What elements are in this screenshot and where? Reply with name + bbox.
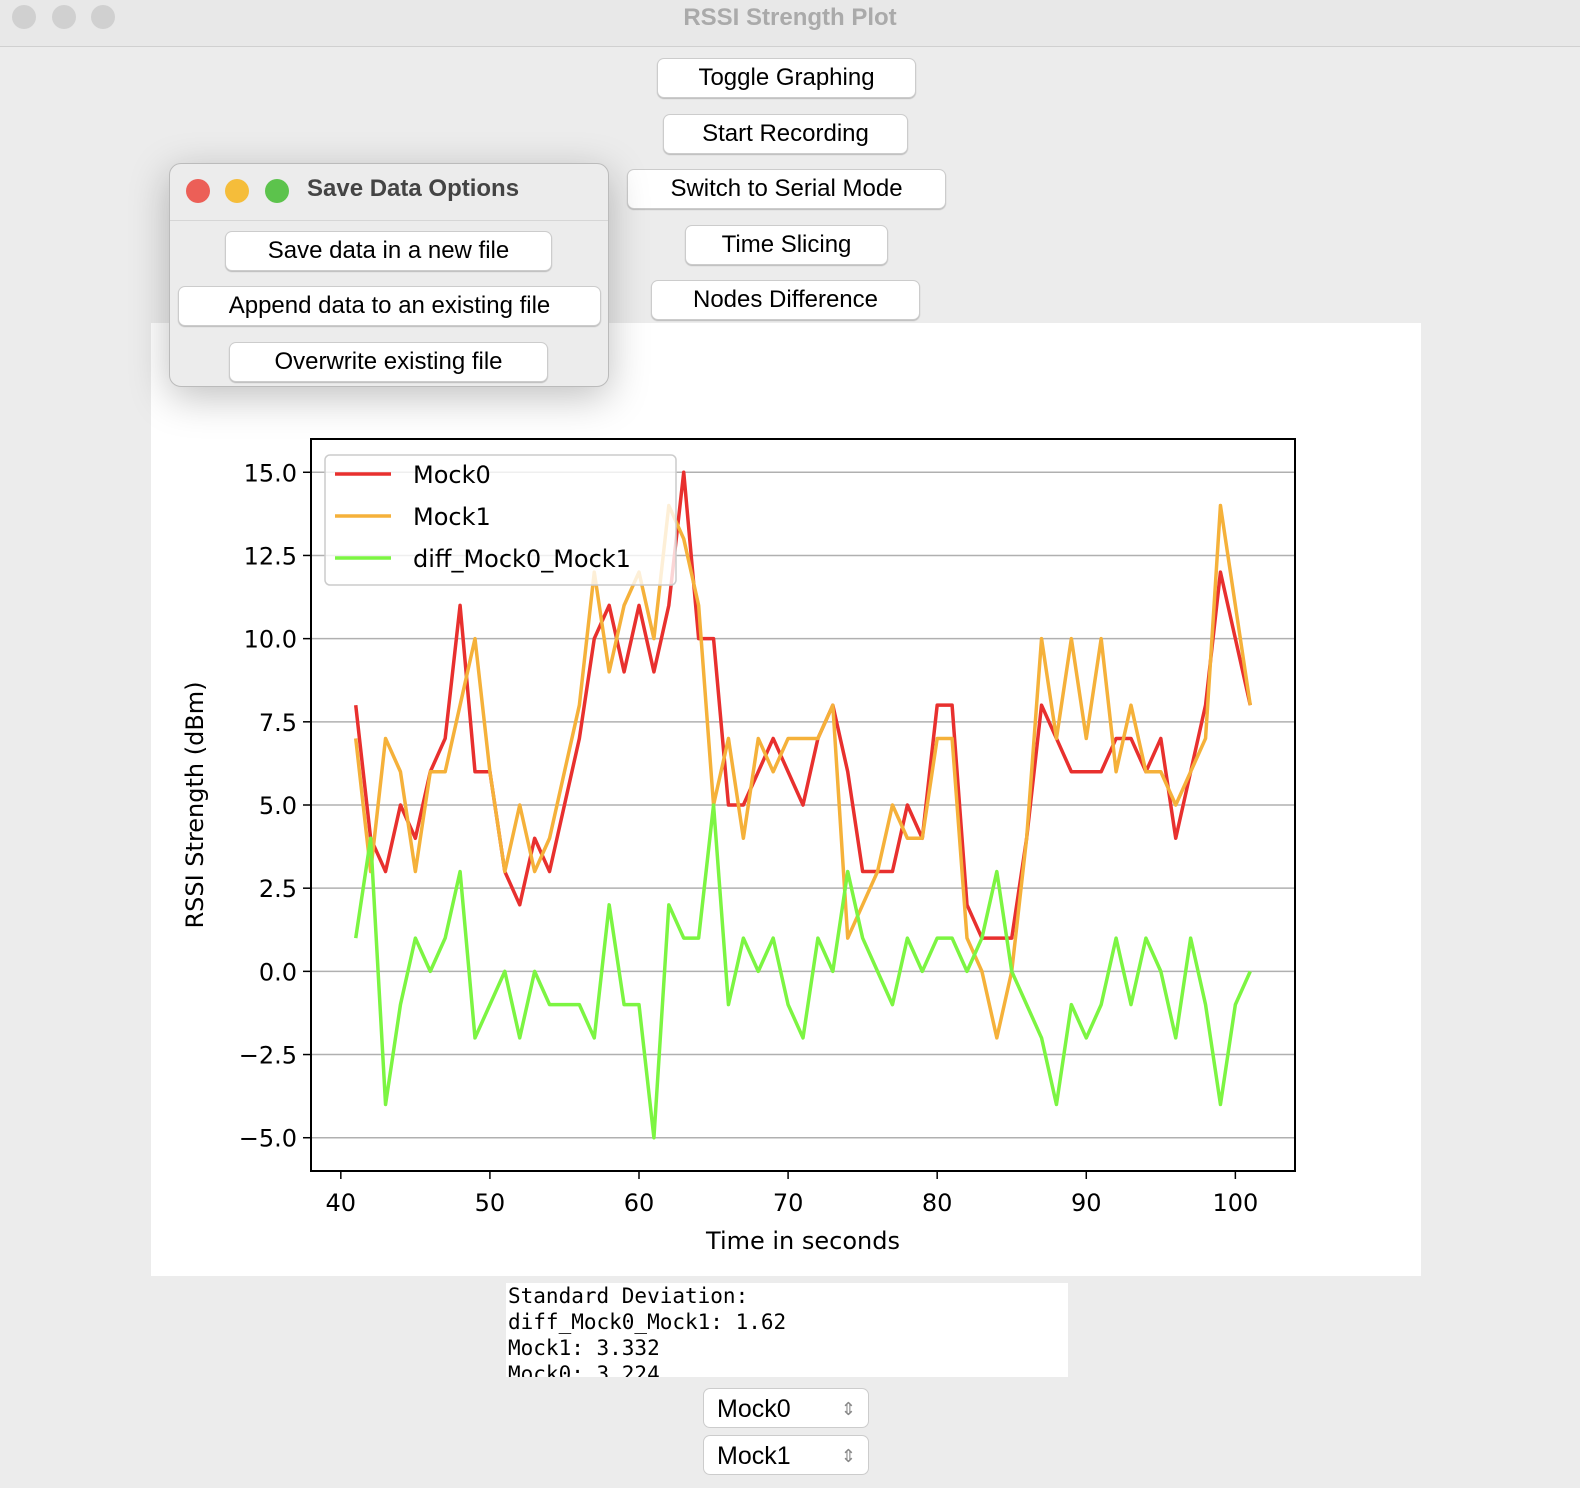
button[interactable]: Save data in a new file [225,231,552,271]
button[interactable]: Switch to Serial Mode [627,169,946,209]
x-tick-label: 80 [922,1189,953,1217]
stats-line: Mock0: 3.224 [508,1362,660,1377]
legend-label: diff_Mock0_Mock1 [413,545,631,573]
legend-label: Mock0 [413,461,491,489]
y-tick-label: −5.0 [239,1125,297,1153]
stats-line: Standard Deviation: [508,1284,749,1308]
node-select[interactable]: Mock1 ⇕ [703,1435,869,1475]
zoom-button[interactable] [265,179,289,203]
y-tick-label: 2.5 [259,875,297,903]
select-value: Mock0 [717,1395,791,1423]
x-tick-label: 50 [475,1189,506,1217]
legend-label: Mock1 [413,503,491,531]
minimize-button[interactable] [225,179,249,203]
title-bar: RSSI Strength Plot [0,0,1580,47]
y-tick-label: 7.5 [259,709,297,737]
button[interactable]: Nodes Difference [651,280,920,320]
stats-box: Standard Deviation: diff_Mock0_Mock1: 1.6… [506,1283,1068,1377]
chart: −5.0 −2.5 0.0 2.5 5.0 7.5 10.0 12.5 15.0 40 50 60 70… [151,323,1421,1276]
zoom-button[interactable] [91,5,115,29]
button[interactable]: Time Slicing [685,225,888,265]
x-tick-label: 90 [1071,1189,1102,1217]
stats-line: diff_Mock0_Mock1: 1.62 [508,1310,787,1334]
y-axis-label: RSSI Strength (dBm) [181,681,209,928]
legend-box [324,454,677,586]
y-tick-label: 12.5 [244,542,297,570]
line-series [353,503,1253,1040]
y-tick-label: 10.0 [244,626,297,654]
stats-line: Mock1: 3.332 [508,1336,660,1360]
button[interactable]: Toggle Graphing [657,58,916,98]
close-button[interactable] [12,5,36,29]
dialog-title: Save Data Options [307,175,520,202]
node-select[interactable]: Mock0 ⇕ [703,1388,869,1428]
select-value: Mock1 [717,1442,791,1470]
x-tick-label: 100 [1212,1189,1258,1217]
y-tick-label: −2.5 [239,1042,297,1070]
line-series [353,803,1252,1140]
close-button[interactable] [186,179,210,203]
plot-frame [310,438,1296,1172]
x-axis-label: Time in seconds [705,1227,900,1255]
y-tick-label: 0.0 [259,958,297,986]
button[interactable]: Start Recording [663,114,908,154]
window-title: RSSI Strength Plot [683,4,897,31]
save-dialog: Save Data Options Save data in a new fil… [169,163,609,387]
x-tick-label: 60 [624,1189,655,1217]
x-tick-label: 40 [326,1189,357,1217]
dialog-title-bar [170,164,608,221]
minimize-button[interactable] [52,5,76,29]
button[interactable]: Append data to an existing file [178,286,601,326]
button[interactable]: Overwrite existing file [229,342,548,382]
x-tick-label: 70 [773,1189,804,1217]
y-tick-label: 15.0 [244,459,297,487]
y-tick-label: 5.0 [259,792,297,820]
